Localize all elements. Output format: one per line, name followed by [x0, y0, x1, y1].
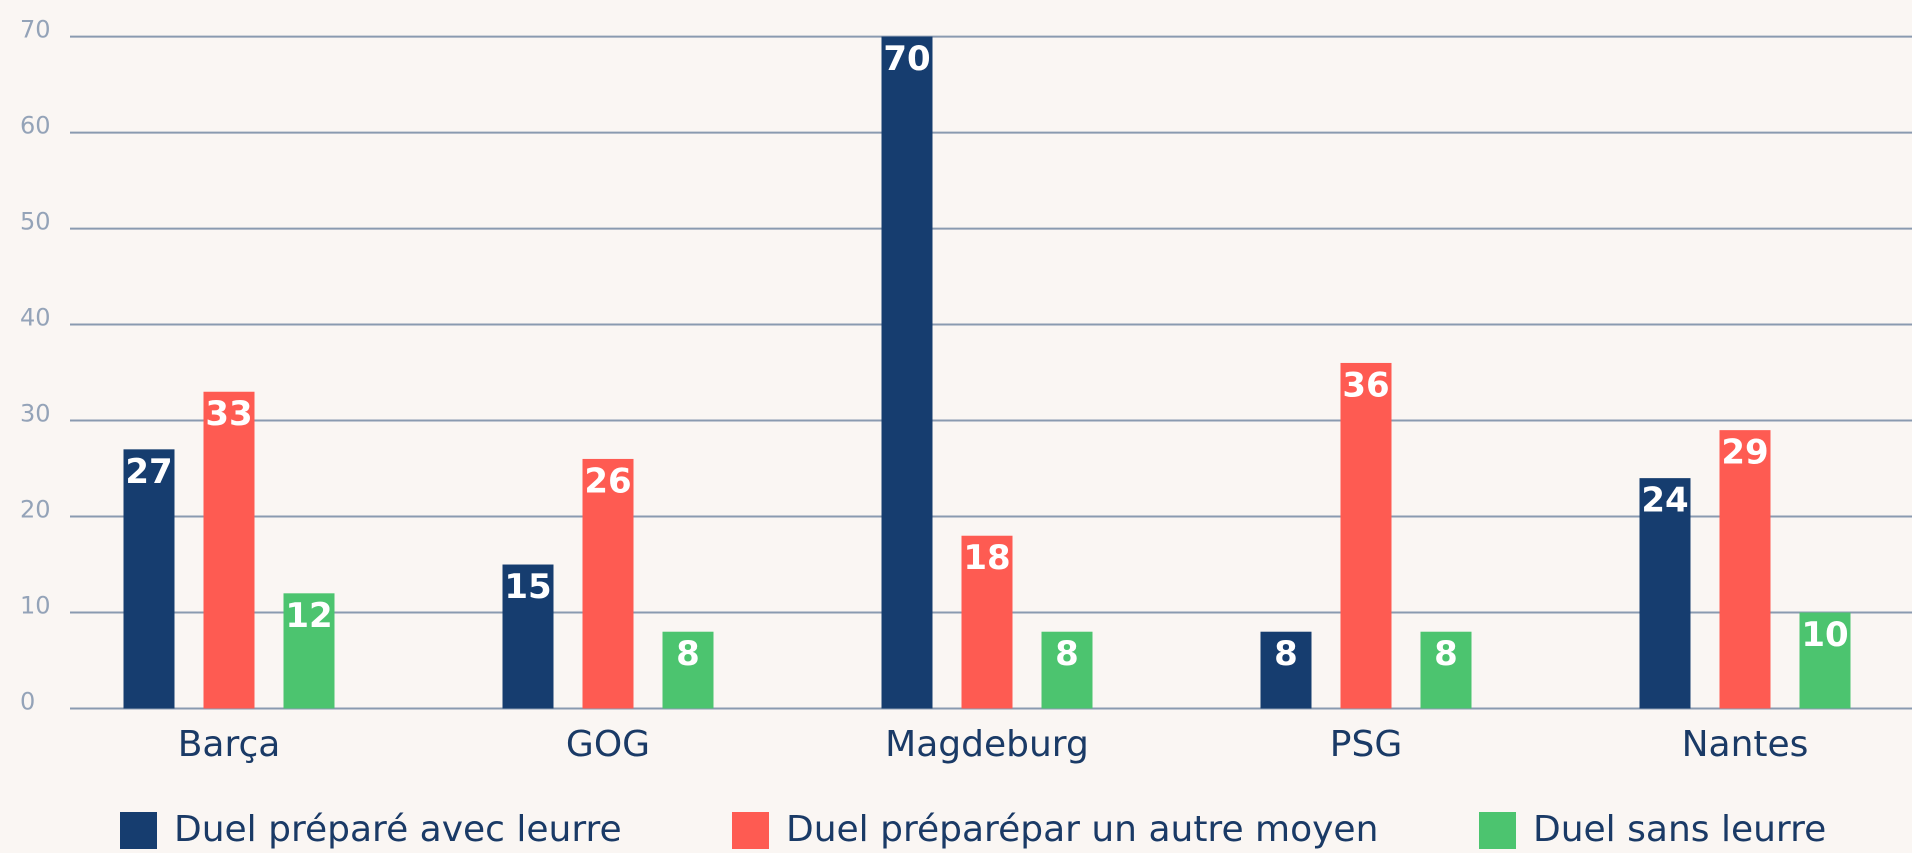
y-tick-label: 60: [20, 112, 51, 140]
bar: [961, 535, 1013, 709]
y-tick-label: 0: [20, 688, 35, 716]
y-tick-label: 20: [20, 496, 51, 524]
value-label: 8: [676, 634, 700, 674]
x-tick-label: Nantes: [1682, 724, 1809, 765]
bar: [1639, 478, 1691, 709]
bar: [203, 391, 255, 709]
y-tick-label: 40: [20, 304, 51, 332]
value-label: 33: [205, 394, 252, 434]
bar: [881, 36, 933, 709]
legend-swatch: [1479, 812, 1516, 849]
value-label: 70: [883, 39, 930, 79]
bar: [662, 631, 714, 709]
bar: [1260, 631, 1312, 709]
bar: [1719, 430, 1771, 709]
legend-label: Duel préparépar un autre moyen: [786, 809, 1378, 850]
y-tick-label: 50: [20, 208, 51, 236]
bar: [502, 564, 554, 709]
y-tick-label: 70: [20, 16, 51, 44]
value-label: 10: [1801, 615, 1848, 655]
x-tick-label: Magdeburg: [885, 724, 1089, 765]
value-label: 29: [1721, 433, 1768, 473]
value-label: 24: [1641, 481, 1688, 521]
x-tick-label: PSG: [1330, 724, 1402, 765]
legend-label: Duel préparé avec leurre: [174, 809, 622, 850]
value-label: 26: [584, 461, 631, 501]
value-label: 8: [1055, 634, 1079, 674]
value-label: 27: [125, 452, 172, 492]
value-label: 18: [963, 538, 1010, 578]
value-label: 12: [285, 596, 332, 636]
x-tick-label: GOG: [566, 724, 650, 765]
bar: [1340, 362, 1392, 709]
legend-swatch: [732, 812, 769, 849]
bar: [283, 593, 335, 709]
value-label: 15: [504, 567, 551, 607]
y-tick-label: 30: [20, 400, 51, 428]
bar: [123, 449, 175, 709]
value-label: 8: [1274, 634, 1298, 674]
bar: [1041, 631, 1093, 709]
x-tick-label: Barça: [178, 724, 281, 765]
legend-label: Duel sans leurre: [1533, 809, 1826, 850]
y-tick-label: 10: [20, 592, 51, 620]
bar: [582, 458, 634, 709]
bar: [1420, 631, 1472, 709]
legend-swatch: [120, 812, 157, 849]
value-label: 8: [1434, 634, 1458, 674]
bar: [1799, 612, 1851, 709]
value-label: 36: [1342, 365, 1389, 405]
